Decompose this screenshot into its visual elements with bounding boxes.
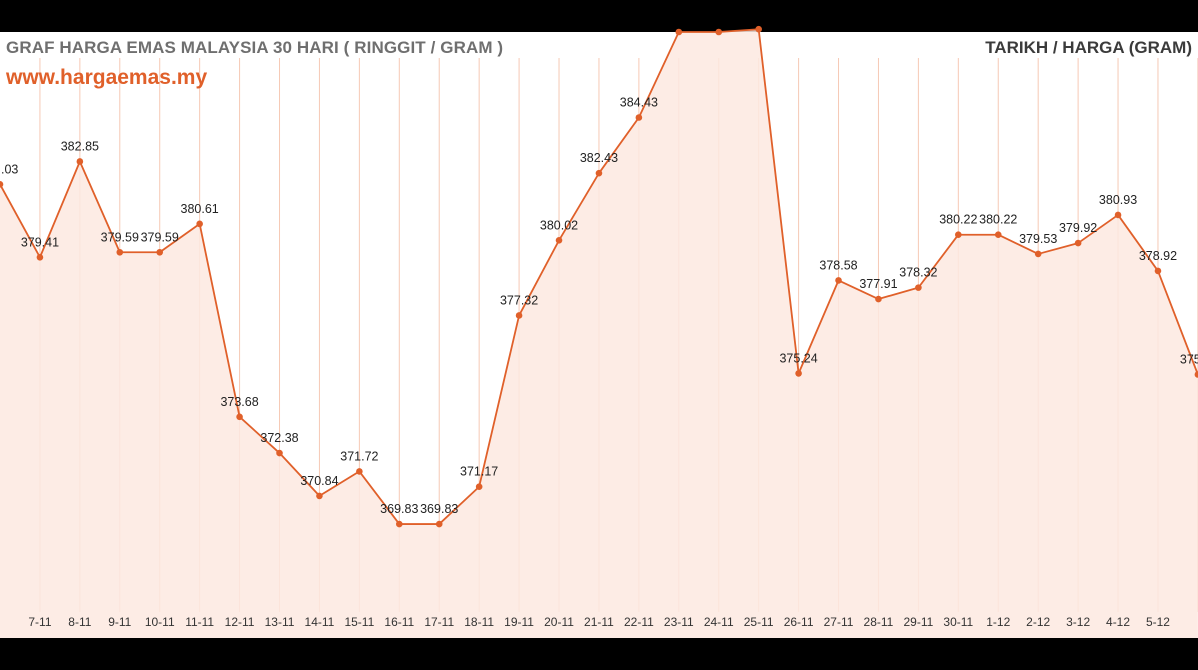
data-point <box>396 520 403 528</box>
x-tick-label: 20-11 <box>544 615 574 629</box>
x-tick-label: 26-11 <box>784 615 814 629</box>
data-point <box>875 295 882 303</box>
data-point <box>276 449 283 457</box>
data-label: 379.59 <box>141 230 179 244</box>
data-point <box>1154 267 1162 275</box>
data-label: 371.72 <box>340 449 378 463</box>
data-point <box>555 236 563 244</box>
data-point <box>76 158 84 165</box>
data-label: 371.17 <box>460 465 498 479</box>
data-label: 379.53 <box>1019 232 1057 246</box>
data-label: .03 <box>1 162 18 176</box>
data-points <box>0 25 1198 528</box>
x-tick-label: 11-11 <box>185 615 214 629</box>
data-point <box>755 25 762 33</box>
x-tick-label: 27-11 <box>824 615 854 629</box>
data-label: 378.32 <box>899 266 937 280</box>
x-tick-label: 7-11 <box>28 615 51 629</box>
data-point <box>196 220 203 228</box>
x-tick-label: 5-12 <box>1146 615 1170 629</box>
x-tick-label: 16-11 <box>384 615 414 629</box>
x-tick-label: 29-11 <box>903 615 933 629</box>
data-label: 379.59 <box>101 230 139 244</box>
axis-legend: TARIKH / HARGA (GRAM) <box>985 38 1192 57</box>
x-tick-label: 17-11 <box>424 615 454 629</box>
data-label: 379.41 <box>21 235 59 249</box>
data-point <box>635 114 643 121</box>
data-point <box>316 492 323 500</box>
data-point <box>36 253 44 261</box>
x-tick-label: 4-12 <box>1106 615 1130 629</box>
x-tick-label: 2-12 <box>1026 615 1050 629</box>
data-label: 375.24 <box>779 351 817 365</box>
data-point <box>595 169 603 177</box>
data-label: 378.58 <box>819 258 857 272</box>
data-label: 372.38 <box>260 431 298 445</box>
x-tick-label: 28-11 <box>864 615 894 629</box>
data-label: 377.91 <box>859 277 897 291</box>
data-label: 369.83 <box>380 502 418 516</box>
x-tick-label: 15-11 <box>344 615 374 629</box>
data-label: 380.22 <box>939 213 977 227</box>
data-label: 382.43 <box>580 151 618 165</box>
price-area-fill <box>0 29 1198 638</box>
x-tick-label: 9-11 <box>108 615 131 629</box>
data-label: 377.32 <box>500 293 538 307</box>
data-label: 380.61 <box>181 202 219 216</box>
data-label: 373.68 <box>220 395 258 409</box>
data-point <box>356 468 363 475</box>
chart-title: GRAF HARGA EMAS MALAYSIA 30 HARI ( RINGG… <box>6 38 504 57</box>
site-watermark: www.hargaemas.my <box>6 66 208 89</box>
data-label: 382.85 <box>61 139 99 153</box>
data-label: 380.02 <box>540 218 578 232</box>
data-point <box>0 181 4 188</box>
x-tick-label: 14-11 <box>305 615 335 629</box>
data-label: 375 <box>1180 353 1198 367</box>
data-point <box>715 28 723 36</box>
data-point <box>675 28 683 36</box>
data-point <box>116 248 124 256</box>
data-label: 379.92 <box>1059 221 1097 235</box>
data-point <box>955 231 962 239</box>
data-point <box>1034 250 1042 258</box>
x-tick-label: 13-11 <box>265 615 295 629</box>
data-point <box>156 248 164 256</box>
data-point <box>475 483 483 491</box>
data-point <box>994 231 1002 239</box>
x-tick-label: 18-11 <box>464 615 494 629</box>
x-tick-label: 25-11 <box>744 615 774 629</box>
x-tick-label: 19-11 <box>504 615 534 629</box>
x-tick-label: 3-12 <box>1066 615 1090 629</box>
x-tick-label: 12-11 <box>225 615 255 629</box>
data-point <box>435 520 443 528</box>
x-axis-tick-labels: 7-11 8-11 9-11 10-11 11-11 12-11 13-11 14-11 15-… <box>28 615 1170 629</box>
x-tick-label: 8-11 <box>68 615 91 629</box>
data-label: 384.43 <box>620 95 658 109</box>
x-tick-label: 23-11 <box>664 615 694 629</box>
data-label: 369.83 <box>420 502 458 516</box>
data-label: 370.84 <box>300 474 338 488</box>
data-point <box>1074 239 1082 247</box>
x-tick-label: 22-11 <box>624 615 654 629</box>
x-tick-label: 21-11 <box>584 615 614 629</box>
data-point <box>1194 371 1198 378</box>
data-point <box>795 370 802 377</box>
data-point <box>1114 211 1122 219</box>
data-label: 380.22 <box>979 213 1017 227</box>
data-label: 378.92 <box>1139 249 1177 263</box>
data-label: 380.93 <box>1099 193 1137 207</box>
x-tick-label: 30-11 <box>943 615 973 629</box>
data-point <box>515 312 523 319</box>
x-tick-label: 10-11 <box>145 615 175 629</box>
x-tick-label: 1-12 <box>986 615 1010 629</box>
data-point <box>236 413 243 421</box>
data-point <box>835 277 842 284</box>
data-point <box>915 284 922 291</box>
x-tick-label: 24-11 <box>704 615 734 629</box>
